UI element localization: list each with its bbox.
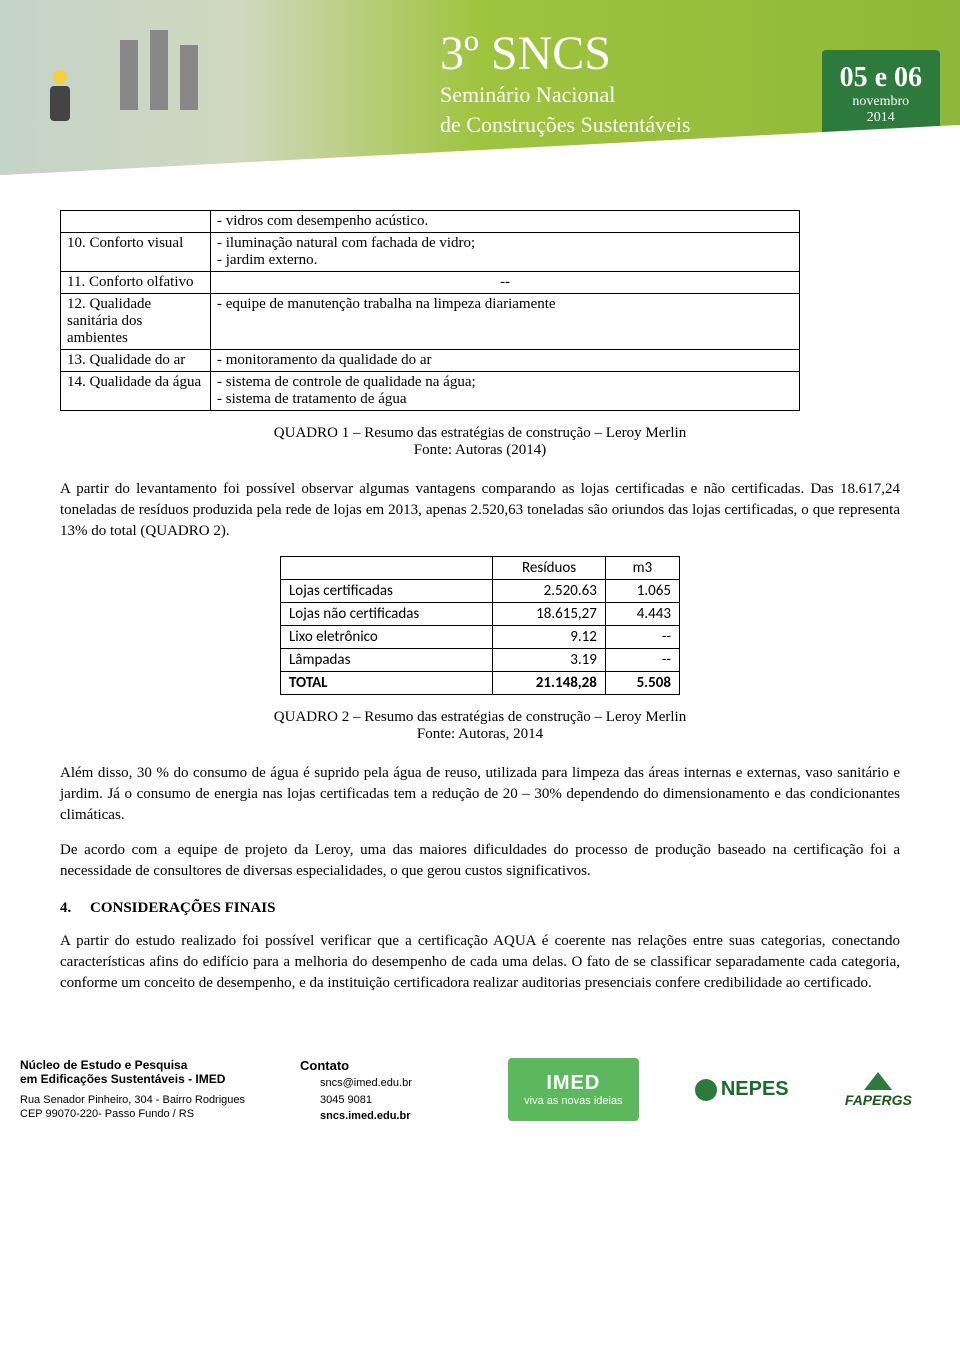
table-cell-m3: 5.508: [605, 672, 679, 695]
table-row: 10. Conforto visual- iluminação natural …: [61, 233, 800, 272]
table-header: [281, 557, 493, 580]
table-cell-label: Lojas não certificadas: [281, 603, 493, 626]
event-subtitle-1: Seminário Nacional: [440, 82, 691, 108]
paragraph-1: A partir do levantamento foi possível ob…: [60, 479, 900, 542]
event-date-days: 05 e 06: [840, 62, 922, 94]
logo-imed: IMED viva as novas ideias: [508, 1058, 638, 1121]
table-cell-m3: --: [605, 649, 679, 672]
table-cell-key: 10. Conforto visual: [61, 233, 211, 272]
logo-fapergs: FAPERGS: [845, 1072, 912, 1108]
caption-quadro-1: QUADRO 1 – Resumo das estratégias de con…: [60, 425, 900, 459]
table-cell-key: 13. Qualidade do ar: [61, 350, 211, 372]
table-cell-residuos: 18.615,27: [493, 603, 606, 626]
table-header: m3: [605, 557, 679, 580]
paragraph-2: Além disso, 30 % do consumo de água é su…: [60, 763, 900, 826]
footer-org: Núcleo de Estudo e Pesquisa em Edificaçõ…: [0, 1058, 300, 1121]
table-row: 13. Qualidade do ar- monitoramento da qu…: [61, 350, 800, 372]
header-banner: 3º SNCS Seminário Nacional de Construçõe…: [0, 0, 960, 180]
event-date-year: 2014: [840, 110, 922, 126]
section-heading-4: 4.CONSIDERAÇÕES FINAIS: [60, 900, 900, 917]
table-cell-value: - monitoramento da qualidade do ar: [211, 350, 800, 372]
caption-quadro-2: QUADRO 2 – Resumo das estratégias de con…: [60, 709, 900, 743]
event-date-badge: 05 e 06 novembro 2014: [822, 50, 940, 138]
table-cell-m3: 1.065: [605, 580, 679, 603]
logo-nepes: NEPES: [695, 1078, 789, 1101]
footer-logos: IMED viva as novas ideias NEPES FAPERGS: [480, 1058, 960, 1121]
table-cell-value: - vidros com desempenho acústico.: [211, 211, 800, 233]
table-cell-label: Lixo eletrônico: [281, 626, 493, 649]
table-cell-key: 12. Qualidade sanitária dos ambientes: [61, 294, 211, 350]
paragraph-3: De acordo com a equipe de projeto da Ler…: [60, 840, 900, 882]
table-cell-key: 11. Conforto olfativo: [61, 272, 211, 294]
table-cell-value: - equipe de manutenção trabalha na limpe…: [211, 294, 800, 350]
page-content: - vidros com desempenho acústico.10. Con…: [0, 180, 960, 1048]
table-row: TOTAL21.148,285.508: [281, 672, 680, 695]
leaf-icon: [695, 1079, 717, 1101]
table-cell-key: [61, 211, 211, 233]
table-cell-m3: --: [605, 626, 679, 649]
footer: Núcleo de Estudo e Pesquisa em Edificaçõ…: [0, 1048, 960, 1168]
table-cell-residuos: 2.520.63: [493, 580, 606, 603]
table-cell-residuos: 9.12: [493, 626, 606, 649]
table-row: 11. Conforto olfativo--: [61, 272, 800, 294]
table-cell-label: TOTAL: [281, 672, 493, 695]
table-cell-residuos: 21.148,28: [493, 672, 606, 695]
table-row: Lojas certificadas2.520.631.065: [281, 580, 680, 603]
table-row: 14. Qualidade da água- sistema de contro…: [61, 372, 800, 411]
table-quadro-2: Resíduosm3 Lojas certificadas2.520.631.0…: [280, 556, 680, 695]
table-cell-residuos: 3.19: [493, 649, 606, 672]
footer-contact: Contato sncs@imed.edu.br 3045 9081 sncs.…: [300, 1058, 480, 1125]
table-cell-value: - iluminação natural com fachada de vidr…: [211, 233, 800, 272]
table-cell-label: Lojas certificadas: [281, 580, 493, 603]
triangle-icon: [864, 1072, 892, 1090]
table-row: 12. Qualidade sanitária dos ambientes- e…: [61, 294, 800, 350]
table-cell-value: --: [211, 272, 800, 294]
table-cell-key: 14. Qualidade da água: [61, 372, 211, 411]
table-row: - vidros com desempenho acústico.: [61, 211, 800, 233]
header-illustration: [30, 30, 410, 150]
event-title: 3º SNCS: [440, 30, 691, 78]
table-quadro-1: - vidros com desempenho acústico.10. Con…: [60, 210, 800, 411]
table-cell-label: Lâmpadas: [281, 649, 493, 672]
table-header: Resíduos: [493, 557, 606, 580]
table-cell-m3: 4.443: [605, 603, 679, 626]
table-row: Lojas não certificadas18.615,274.443: [281, 603, 680, 626]
table-row: Lâmpadas3.19--: [281, 649, 680, 672]
paragraph-4: A partir do estudo realizado foi possíve…: [60, 931, 900, 994]
event-subtitle-2: de Construções Sustentáveis: [440, 112, 691, 138]
table-cell-value: - sistema de controle de qualidade na ág…: [211, 372, 800, 411]
event-date-month: novembro: [840, 94, 922, 110]
table-row: Lixo eletrônico9.12--: [281, 626, 680, 649]
